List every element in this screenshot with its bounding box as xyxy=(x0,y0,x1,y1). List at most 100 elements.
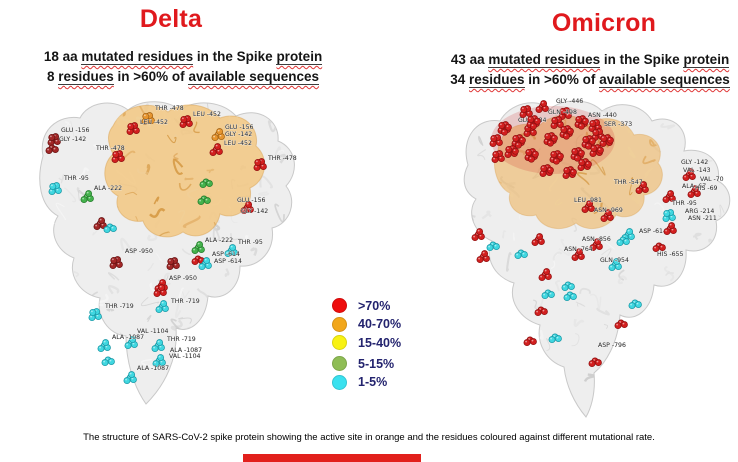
ribbon-squiggle xyxy=(106,308,115,312)
ribbon-squiggle xyxy=(282,377,294,387)
residue-sphere xyxy=(533,117,541,125)
ribbon-squiggle xyxy=(275,300,286,312)
residue-sphere xyxy=(540,308,548,316)
residue-cluster xyxy=(153,284,167,298)
sphere-highlight xyxy=(586,162,589,165)
sphere-highlight xyxy=(130,337,133,340)
residue-label: THR -95 xyxy=(237,239,263,246)
sphere-highlight xyxy=(541,171,543,174)
residue-sphere xyxy=(240,207,248,215)
residue-sphere xyxy=(525,148,533,156)
sphere-highlight xyxy=(562,127,564,130)
ribbon-squiggle xyxy=(253,309,267,325)
sphere-highlight xyxy=(125,378,127,381)
sphere-highlight xyxy=(552,136,555,139)
sphere-highlight xyxy=(494,152,496,155)
residue-sphere xyxy=(635,187,643,195)
sphere-highlight xyxy=(493,157,495,160)
sphere-highlight xyxy=(103,340,106,343)
ribbon-squiggle xyxy=(243,312,252,319)
ribbon-squiggle xyxy=(286,349,295,361)
residue-cluster xyxy=(103,223,117,234)
sphere-highlight xyxy=(55,139,58,142)
ribbon-squiggle xyxy=(663,265,675,282)
sphere-highlight xyxy=(537,107,539,110)
ribbon-squiggle xyxy=(642,155,656,165)
sphere-highlight xyxy=(561,109,563,112)
residue-sphere xyxy=(620,321,628,329)
sphere-highlight xyxy=(168,264,170,267)
sphere-highlight xyxy=(564,173,566,176)
sphere-highlight xyxy=(533,152,536,155)
residue-cluster xyxy=(652,242,666,253)
legend-color-swatch xyxy=(332,356,347,371)
sphere-highlight xyxy=(684,175,686,178)
ribbon-squiggle xyxy=(466,320,482,331)
delta-subtitle: 18 aa mutated residues in the Spike prot… xyxy=(0,47,366,87)
sphere-highlight xyxy=(217,129,220,132)
sphere-highlight xyxy=(103,360,105,363)
sphere-highlight xyxy=(587,201,590,204)
sphere-highlight xyxy=(50,135,52,138)
ribbon-squiggle xyxy=(212,381,221,393)
sphere-highlight xyxy=(584,137,586,140)
sphere-highlight xyxy=(205,198,208,201)
residue-sphere xyxy=(544,132,552,140)
residue-sphere xyxy=(492,243,500,251)
residue-cluster xyxy=(535,100,549,114)
sphere-highlight xyxy=(577,249,580,252)
ribbon-squiggle xyxy=(704,159,713,165)
subtitle-word-underlined: mutated residues xyxy=(488,52,601,68)
ribbon-squiggle xyxy=(42,275,60,287)
subtitle-word: in >60% of xyxy=(113,69,189,84)
residue-label: LEU -452 xyxy=(193,111,221,118)
ribbon-squiggle xyxy=(711,342,720,349)
ribbon-squiggle xyxy=(665,406,668,416)
residue-sphere xyxy=(592,128,600,136)
ribbon-squiggle xyxy=(93,323,105,342)
residue-sphere xyxy=(128,371,136,379)
sphere-highlight xyxy=(554,159,557,162)
residue-sphere xyxy=(613,258,621,266)
residue-cluster xyxy=(581,135,596,150)
sphere-highlight xyxy=(50,189,52,192)
sphere-highlight xyxy=(591,121,593,124)
ribbon-squiggle xyxy=(718,204,725,218)
residue-sphere xyxy=(245,201,253,209)
residue-cluster xyxy=(523,336,537,347)
sphere-highlight xyxy=(553,335,555,337)
residue-sphere xyxy=(600,215,608,223)
residue-sphere xyxy=(203,257,211,265)
ribbon-squiggle xyxy=(278,306,293,321)
ribbon-squiggle xyxy=(677,411,685,418)
residue-sphere xyxy=(49,182,57,190)
residue-sphere xyxy=(514,252,522,260)
ribbon-squiggle xyxy=(250,247,258,257)
ribbon-squiggle xyxy=(660,122,676,130)
residue-sphere xyxy=(586,200,594,208)
residue-sphere xyxy=(197,198,205,206)
residue-sphere xyxy=(254,158,262,166)
sphere-highlight xyxy=(665,211,667,214)
residue-sphere xyxy=(211,134,219,142)
sphere-highlight xyxy=(484,256,487,259)
sphere-highlight xyxy=(577,117,579,120)
sphere-highlight xyxy=(169,259,171,262)
residue-sphere xyxy=(102,339,110,347)
sphere-highlight xyxy=(629,234,632,237)
residue-sphere xyxy=(538,274,546,282)
ribbon-squiggle xyxy=(624,401,636,418)
sphere-highlight xyxy=(213,135,215,138)
sphere-highlight xyxy=(536,310,538,313)
residue-sphere xyxy=(546,139,554,147)
ribbon-squiggle xyxy=(512,232,516,241)
ribbon-squiggle xyxy=(558,238,571,256)
residue-sphere xyxy=(535,106,543,114)
residue-sphere xyxy=(471,234,479,242)
ribbon-squiggle xyxy=(552,251,563,261)
ribbon-squiggle xyxy=(146,314,152,323)
residue-sphere xyxy=(548,336,556,344)
sphere-highlight xyxy=(593,135,595,138)
